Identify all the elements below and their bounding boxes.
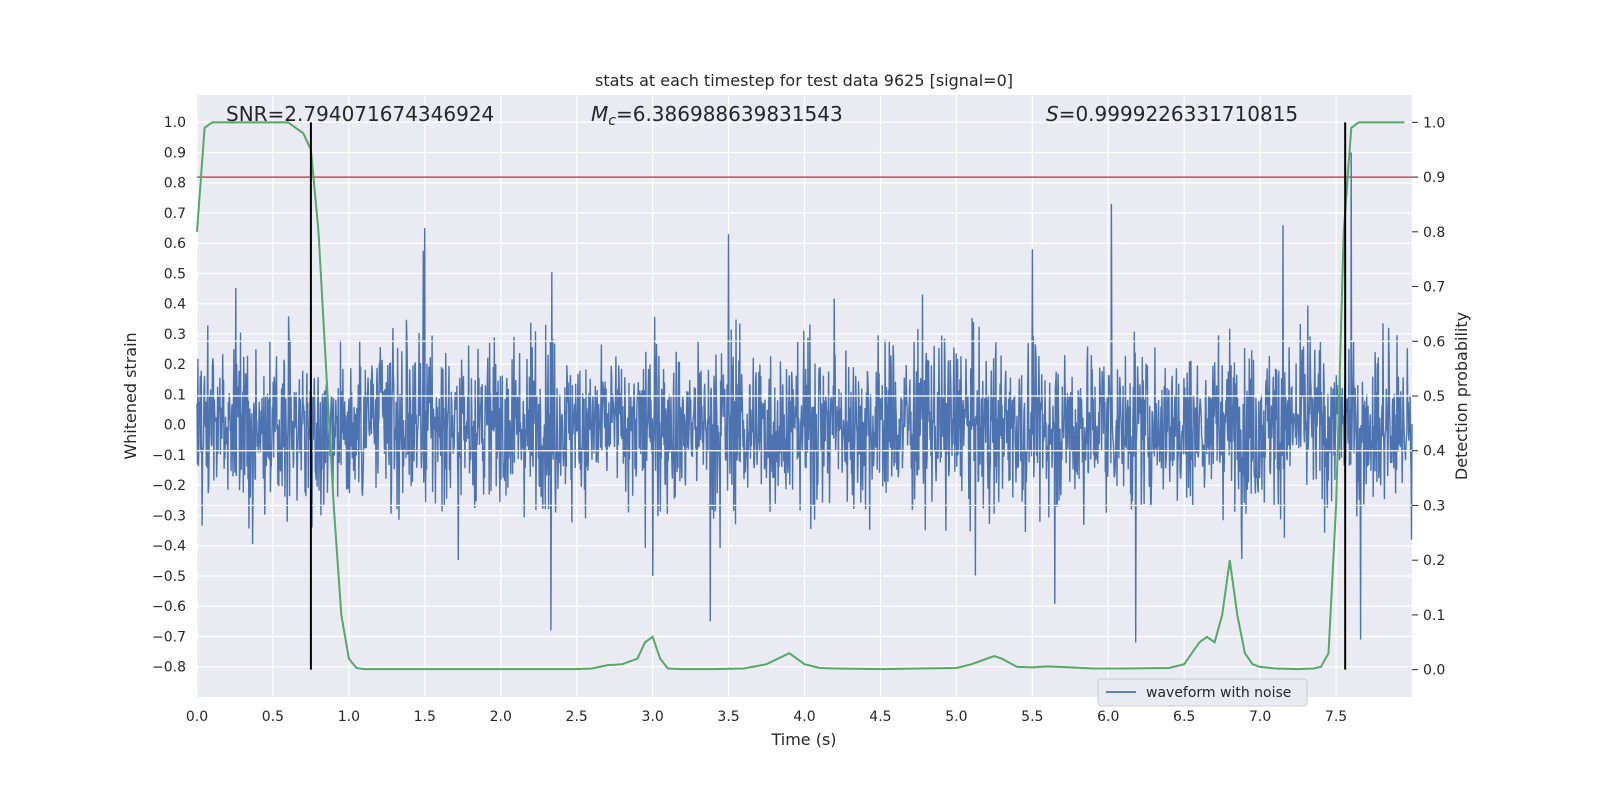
legend-label: waveform with noise [1146, 685, 1291, 701]
y-tick-label: −0.6 [152, 599, 186, 615]
y2-tick-label: 0.8 [1423, 225, 1445, 241]
y-tick-label: −0.8 [152, 660, 186, 676]
x-tick-label: 4.5 [869, 709, 891, 725]
waveform-line [196, 152, 1413, 643]
x-axis-label: Time (s) [770, 730, 836, 749]
y-tick-label: 0.6 [164, 236, 186, 252]
x-tick-label: 3.5 [717, 709, 739, 725]
y-tick-label: −0.5 [152, 569, 186, 585]
y2-tick-label: 0.3 [1423, 498, 1445, 514]
chart-title: stats at each timestep for test data 962… [595, 71, 1013, 90]
y-tick-label: 1.0 [164, 115, 186, 131]
y-axis-ticks: 1.0 0.9 0.8 0.7 0.6 0.5 0.4 0.3 0.2 0.1 0.0 −0.1 −0.… [152, 115, 186, 676]
y2-tick-label: 1.0 [1423, 115, 1445, 131]
chirp-mass-symbol: M [591, 102, 608, 126]
x-tick-label: 3.0 [641, 709, 663, 725]
x-tick-label: 0.0 [186, 709, 208, 725]
vertical-markers [309, 122, 1347, 670]
x-tick-label: 7.5 [1325, 709, 1347, 725]
y2-tick-label: 0.1 [1423, 608, 1445, 624]
waveform-series [196, 152, 1413, 643]
x-tick-label: 6.0 [1097, 709, 1119, 725]
legend: waveform with noise [1097, 678, 1308, 707]
y-tick-label: −0.4 [152, 539, 186, 555]
x-tick-label: 2.0 [490, 709, 512, 725]
y-tick-label: −0.3 [152, 508, 186, 524]
y-tick-label: −0.7 [152, 629, 186, 645]
y-tick-label: 0.8 [164, 176, 186, 192]
chirp-mass-annotation: Mc=6.386988639831543 [591, 102, 843, 129]
x-tick-label: 5.0 [945, 709, 967, 725]
y2-axis-ticks: 1.0 0.9 0.8 0.7 0.6 0.5 0.4 0.3 0.2 0.1 0.0 [1412, 115, 1445, 679]
y-tick-label: 0.0 [164, 418, 186, 434]
x-tick-label: 1.5 [414, 709, 436, 725]
y2-tick-label: 0.7 [1423, 280, 1445, 296]
grid-overlay [197, 340, 1412, 507]
snr-annotation: SNR=2.794071674346924 [226, 102, 494, 126]
x-tick-label: 2.5 [566, 709, 588, 725]
y-tick-label: 0.9 [164, 145, 186, 161]
legend-box [1097, 678, 1308, 707]
y2-tick-label: 0.9 [1423, 170, 1445, 186]
y2-tick-label: 0.5 [1423, 389, 1445, 405]
y-tick-label: −0.1 [152, 448, 186, 464]
x-tick-label: 5.5 [1021, 709, 1043, 725]
s-annotation: S=0.9999226331710815 [1046, 102, 1298, 126]
y2-axis-label: Detection probability [1452, 312, 1471, 480]
y2-tick-label: 0.4 [1423, 444, 1445, 460]
y-tick-label: 0.5 [164, 266, 186, 282]
y2-tick-label: 0.0 [1423, 663, 1445, 679]
x-tick-label: 1.0 [338, 709, 360, 725]
x-tick-label: 6.5 [1173, 709, 1195, 725]
probability-series [196, 121, 1405, 671]
y-tick-label: 0.3 [164, 327, 186, 343]
chirp-mass-subscript: c [608, 113, 616, 129]
y2-tick-label: 0.6 [1423, 334, 1445, 350]
s-value: =0.9999226331710815 [1059, 102, 1298, 126]
chirp-mass-value: =6.386988639831543 [616, 102, 843, 126]
x-tick-label: 4.0 [793, 709, 815, 725]
x-axis-ticks: 0.0 0.5 1.0 1.5 2.0 2.5 3.0 3.5 4.0 4.5 5.0 5.5 6.0 6… [186, 709, 1347, 725]
y-axis-label: Whitened strain [121, 332, 140, 459]
probability-line [196, 121, 1405, 671]
x-tick-label: 0.5 [262, 709, 284, 725]
y-tick-label: 0.1 [164, 387, 186, 403]
s-symbol: S [1046, 102, 1059, 126]
x-tick-label: 7.0 [1249, 709, 1271, 725]
y-tick-label: −0.2 [152, 478, 186, 494]
y-tick-label: 0.7 [164, 206, 186, 222]
y-tick-label: 0.4 [164, 297, 186, 313]
y2-tick-label: 0.2 [1423, 553, 1445, 569]
y-tick-label: 0.2 [164, 357, 186, 373]
